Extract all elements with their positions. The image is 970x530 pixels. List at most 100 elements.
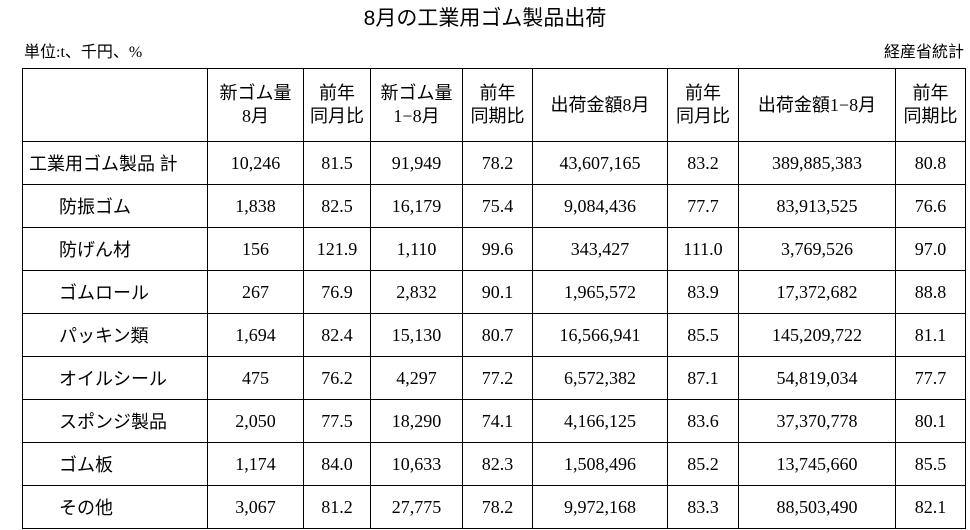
- value-cell: 76.6: [895, 184, 966, 228]
- value-cell: 111.0: [667, 227, 739, 271]
- title: 8月の工業用ゴム製品出荷: [363, 7, 607, 30]
- source: 経産省統計: [883, 44, 964, 61]
- value-cell: 37,370,778: [738, 399, 896, 443]
- header-cell: 新ゴム量 8月: [207, 68, 304, 142]
- header-cell: 新ゴム量 1−8月: [370, 68, 463, 142]
- value-cell: 81.1: [895, 313, 966, 357]
- value-cell: 2,050: [207, 399, 304, 443]
- value-cell: 74.1: [462, 399, 533, 443]
- row-label: 防振ゴム: [22, 184, 208, 228]
- row-label: オイルシール: [22, 356, 208, 400]
- unit-note: 単位:t、千円、%: [24, 44, 143, 61]
- value-cell: 75.4: [462, 184, 533, 228]
- header-line: 出荷金額8月: [550, 94, 650, 115]
- table-row: オイルシール 475 76.2 4,297 77.2 6,572,382 87.1 54,81…: [22, 356, 966, 400]
- value-cell: 85.5: [667, 313, 739, 357]
- value-cell: 82.3: [462, 442, 533, 486]
- value-cell: 15,130: [370, 313, 463, 357]
- value-cell: 156: [207, 227, 304, 271]
- value-cell: 88,503,490: [738, 485, 896, 529]
- value-cell: 90.1: [462, 270, 533, 314]
- value-cell: 78.2: [462, 485, 533, 529]
- value-cell: 267: [207, 270, 304, 314]
- value-cell: 18,290: [370, 399, 463, 443]
- shipment-table: 新ゴム量 8月 前年 同月比 新ゴム量 1−8月 前年 同期比 出荷金額8月 前年 同月比 出荷金額1…: [22, 68, 966, 529]
- value-cell: 80.7: [462, 313, 533, 357]
- row-label: ゴムロール: [22, 270, 208, 314]
- value-cell: 83.6: [667, 399, 739, 443]
- value-cell: 43,607,165: [532, 141, 668, 185]
- value-cell: 77.7: [895, 356, 966, 400]
- value-cell: 82.1: [895, 485, 966, 529]
- value-cell: 77.7: [667, 184, 739, 228]
- value-cell: 81.5: [303, 141, 371, 185]
- header-row: 新ゴム量 8月 前年 同月比 新ゴム量 1−8月 前年 同期比 出荷金額8月 前年 同月比 出荷金額1…: [22, 68, 966, 142]
- header-line: 出荷金額1−8月: [757, 94, 877, 115]
- value-cell: 13,745,660: [738, 442, 896, 486]
- value-cell: 85.2: [667, 442, 739, 486]
- header-line: 同月比: [310, 106, 364, 126]
- value-cell: 80.8: [895, 141, 966, 185]
- header-cell: 出荷金額1−8月: [738, 68, 896, 142]
- value-cell: 343,427: [532, 227, 668, 271]
- value-cell: 1,508,496: [532, 442, 668, 486]
- value-cell: 77.2: [462, 356, 533, 400]
- header-cell: 前年 同期比: [895, 68, 966, 142]
- value-cell: 16,566,941: [532, 313, 668, 357]
- header-cell: 前年 同期比: [462, 68, 533, 142]
- value-cell: 76.2: [303, 356, 371, 400]
- table-row: 工業用ゴム製品 計 10,246 81.5 91,949 78.2 43,607,165 8…: [22, 141, 966, 185]
- table-row: 防振ゴム 1,838 82.5 16,179 75.4 9,084,436 77.7 83,9…: [22, 184, 966, 228]
- table-row: 防げん材 156 121.9 1,110 99.6 343,427 111.0 3,769,5…: [22, 227, 966, 271]
- corner-cell: [22, 68, 208, 142]
- value-cell: 78.2: [462, 141, 533, 185]
- header-cell: 出荷金額8月: [532, 68, 668, 142]
- value-cell: 82.5: [303, 184, 371, 228]
- table-row: その他 3,067 81.2 27,775 78.2 9,972,168 83.3 88,50…: [22, 485, 966, 529]
- table-row: パッキン類 1,694 82.4 15,130 80.7 16,566,941 85.5 14…: [22, 313, 966, 357]
- header-cell: 前年 同月比: [303, 68, 371, 142]
- value-cell: 3,769,526: [738, 227, 896, 271]
- value-cell: 83,913,525: [738, 184, 896, 228]
- value-cell: 145,209,722: [738, 313, 896, 357]
- value-cell: 83.9: [667, 270, 739, 314]
- value-cell: 80.1: [895, 399, 966, 443]
- table-row: スポンジ製品 2,050 77.5 18,290 74.1 4,166,125 83.6 37…: [22, 399, 966, 443]
- header-line: 前年: [685, 83, 721, 103]
- value-cell: 10,246: [207, 141, 304, 185]
- value-cell: 1,965,572: [532, 270, 668, 314]
- value-cell: 27,775: [370, 485, 463, 529]
- value-cell: 16,179: [370, 184, 463, 228]
- header-line: 同期比: [470, 106, 525, 126]
- value-cell: 9,084,436: [532, 184, 668, 228]
- header-line: 前年: [319, 83, 355, 103]
- value-cell: 10,633: [370, 442, 463, 486]
- value-cell: 2,832: [370, 270, 463, 314]
- value-cell: 389,885,383: [738, 141, 896, 185]
- header-cell: 前年 同月比: [667, 68, 739, 142]
- row-label: 防げん材: [22, 227, 208, 271]
- table-row: ゴムロール 267 76.9 2,832 90.1 1,965,572 83.9 17,372…: [22, 270, 966, 314]
- value-cell: 88.8: [895, 270, 966, 314]
- value-cell: 1,174: [207, 442, 304, 486]
- value-cell: 97.0: [895, 227, 966, 271]
- header-line: 1−8月: [393, 106, 440, 126]
- row-label: ゴム板: [22, 442, 208, 486]
- value-cell: 9,972,168: [532, 485, 668, 529]
- header-line: 前年: [479, 83, 516, 103]
- value-cell: 3,067: [207, 485, 304, 529]
- value-cell: 6,572,382: [532, 356, 668, 400]
- value-cell: 83.3: [667, 485, 739, 529]
- header-line: 新ゴム量: [219, 83, 292, 103]
- value-cell: 87.1: [667, 356, 739, 400]
- value-cell: 1,110: [370, 227, 463, 271]
- header-line: 新ゴム量: [380, 83, 453, 103]
- value-cell: 85.5: [895, 442, 966, 486]
- value-cell: 83.2: [667, 141, 739, 185]
- row-label: パッキン類: [22, 313, 208, 357]
- value-cell: 76.9: [303, 270, 371, 314]
- row-label: 工業用ゴム製品 計: [22, 141, 208, 185]
- value-cell: 1,694: [207, 313, 304, 357]
- value-cell: 1,838: [207, 184, 304, 228]
